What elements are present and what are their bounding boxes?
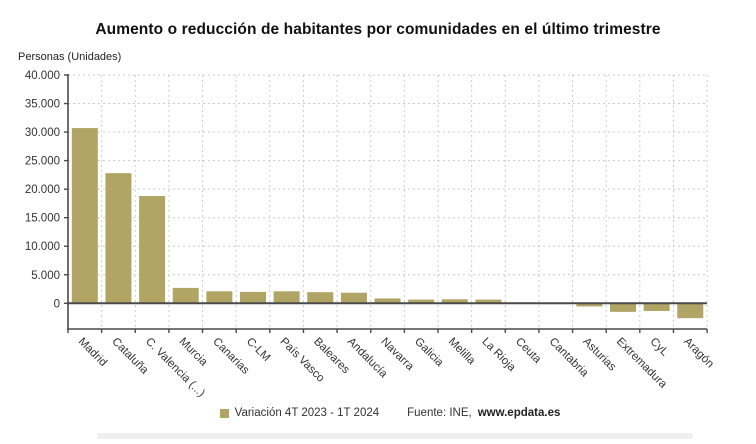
y-axis-units-label: Personas (Unidades): [18, 51, 122, 63]
footer-divider: [97, 433, 693, 439]
y-tick-label: 0: [54, 298, 60, 310]
page-title: Aumento o reducción de habitantes por co…: [95, 21, 661, 38]
legend-series-label: Variación 4T 2023 - 1T 2024: [234, 407, 380, 419]
bar-galicia: [408, 299, 435, 304]
bar-navarra: [374, 298, 401, 304]
bar-canarias: [206, 291, 233, 304]
x-category-label: Galicia: [412, 336, 446, 370]
y-tick-label: 10.000: [25, 241, 60, 253]
legend-swatch-icon: [219, 408, 229, 418]
y-tick-label: 35.000: [25, 99, 60, 111]
y-tick-label: 20.000: [25, 184, 60, 196]
y-tick-label: 30.000: [25, 127, 60, 139]
y-tick-label: 40.000: [25, 70, 60, 82]
bar-c-lm: [240, 291, 267, 304]
y-tick-label: 15.000: [25, 213, 60, 225]
legend-item-variacion: Variación 4T 2023 - 1T 2024: [219, 407, 380, 419]
bar-baleares: [307, 292, 334, 304]
y-tick-label: 5.000: [31, 270, 60, 282]
bar-asturias: [576, 303, 603, 307]
bar-arag-n: [677, 303, 704, 319]
legend: Variación 4T 2023 - 1T 2024 Fuente: INE,…: [12, 407, 756, 419]
source-site-link[interactable]: www.epdata.es: [477, 407, 561, 419]
bar-la-rioja: [475, 299, 502, 304]
bar-extremadura: [610, 303, 637, 312]
x-category-label: CyL: [648, 336, 671, 359]
x-category-label: Aragón: [681, 336, 716, 371]
bar-chart: 0 5.000 10.000 15.000 20.000 25.000 30.000 35.0…: [25, 70, 716, 400]
bar-murcia: [172, 287, 199, 304]
bar-catalu-a: [105, 173, 132, 304]
bar-pa-s-vasco: [273, 291, 300, 304]
y-tick-label: 25.000: [25, 156, 60, 168]
bar-cyl: [643, 303, 670, 312]
x-category-label: Madrid: [76, 336, 109, 369]
bar-andaluc-a: [340, 292, 367, 304]
x-category-label: C. Valencia (...): [143, 336, 207, 400]
source-note: Fuente: INE, www.epdata.es: [407, 407, 560, 419]
bar-c-valencia: [139, 195, 166, 304]
source-prefix: Fuente: INE,: [407, 407, 472, 419]
x-category-label: Murcia: [177, 336, 210, 369]
x-category-label: La Rioja: [479, 336, 518, 375]
x-category-label: C-LM: [244, 336, 272, 364]
bar-melilla: [441, 299, 468, 304]
x-category-label: Melilla: [446, 336, 478, 368]
x-category-label: Ceuta: [513, 336, 544, 367]
bar-madrid: [71, 128, 98, 304]
